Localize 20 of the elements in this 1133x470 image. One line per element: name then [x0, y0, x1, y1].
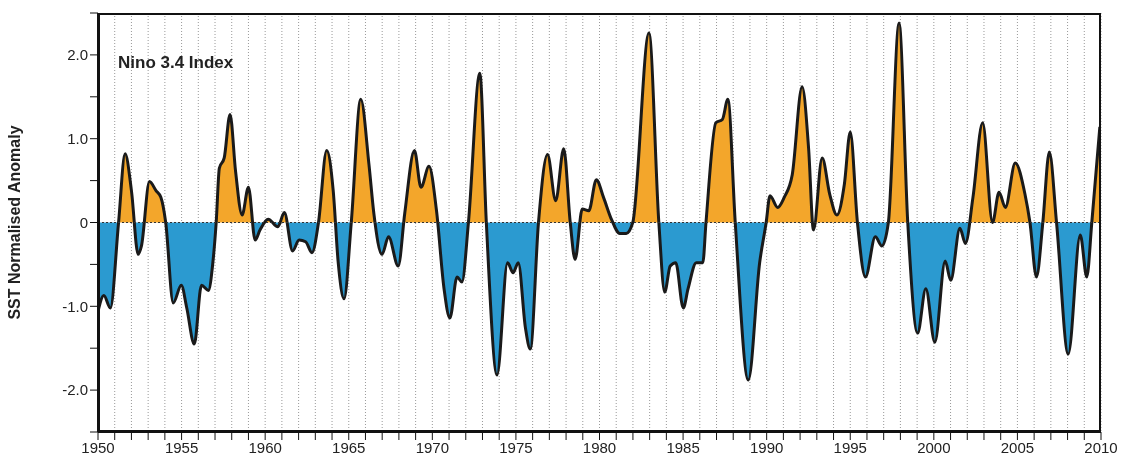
- x-tick-label: 1970: [415, 438, 450, 456]
- x-tick-label: 1955: [164, 438, 199, 456]
- x-tick-label: 2000: [917, 438, 951, 456]
- x-tick-label: 1975: [499, 438, 533, 456]
- x-tick-label: 2010: [1084, 438, 1118, 456]
- x-tick-label: 1950: [81, 438, 115, 456]
- y-tick-label: -2.0: [62, 381, 88, 399]
- x-tick-label: 2005: [1000, 438, 1035, 456]
- x-tick-label: 1985: [666, 438, 700, 456]
- y-tick-label: 0: [79, 213, 88, 231]
- text: Nino 3.4 Index: [118, 53, 234, 73]
- y-tick-label: -1.0: [62, 297, 88, 315]
- x-tick-label: 1965: [332, 438, 366, 456]
- x-tick-label: 1980: [582, 438, 617, 456]
- x-tick-label: 1960: [248, 438, 282, 456]
- x-tick-label: 1990: [749, 438, 784, 456]
- y-tick-label: 2.0: [67, 46, 88, 64]
- y-tick-label: 1.0: [67, 130, 88, 148]
- x-tick-label: 1995: [833, 438, 867, 456]
- y-axis-title: SST Normalised Anomaly: [5, 125, 23, 320]
